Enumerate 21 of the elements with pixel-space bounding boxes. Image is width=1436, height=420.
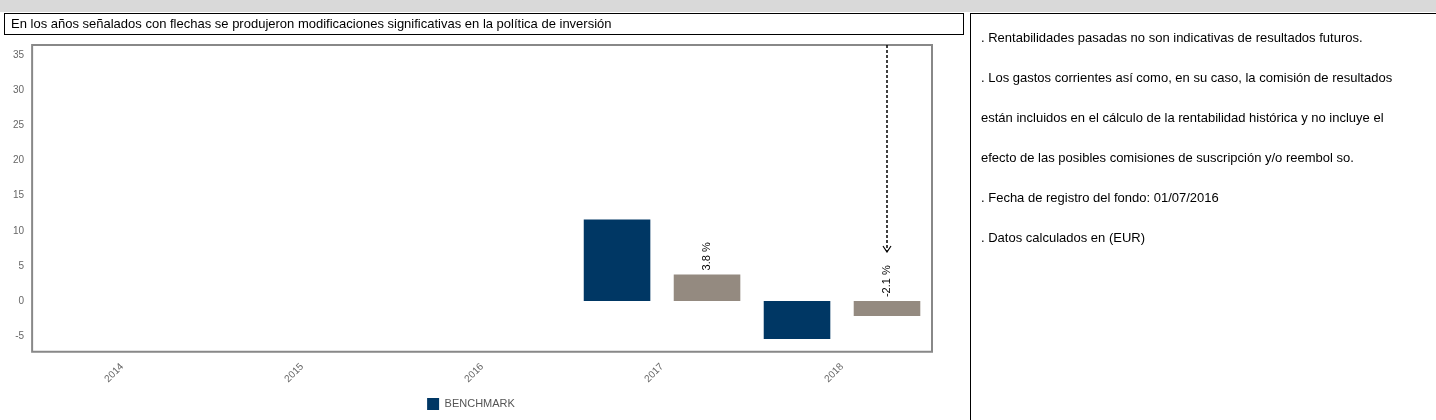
y-tick-label: 35 bbox=[13, 48, 25, 60]
bar bbox=[763, 301, 831, 340]
y-tick-label: 10 bbox=[13, 224, 25, 236]
text: . Los gastos corrientes así como, en su caso, la comisión de resultados están incluidos en el cálculo de la rentabilidad histórica y no incluye el efecto de las posibles comisiones de suscripción y/o reembol so. bbox=[981, 70, 1393, 165]
bar bbox=[583, 219, 651, 302]
y-tick-label: 25 bbox=[13, 118, 25, 130]
text: . Fecha de registro del fondo: 01/07/2016 bbox=[981, 189, 1220, 207]
y-tick-label: 20 bbox=[13, 154, 25, 166]
y-tick-label: 15 bbox=[13, 189, 25, 201]
chart-title: En los años señalados con flechas se produjeron modificaciones significativas en la política de inversión bbox=[4, 13, 964, 35]
data-label: -2.1 % bbox=[880, 265, 893, 298]
text: . Datos calculados en (EUR) bbox=[981, 229, 1146, 247]
y-tick-label: -5 bbox=[15, 330, 25, 342]
y-tick-label: 0 bbox=[18, 294, 25, 306]
text: . Rentabilidades pasadas no son indicativas de resultados futuros. bbox=[981, 29, 1364, 47]
bar bbox=[673, 274, 741, 302]
y-tick-label: 30 bbox=[13, 83, 25, 95]
y-tick-label: 5 bbox=[18, 259, 25, 271]
legend-label: BENCHMARK bbox=[444, 397, 516, 410]
data-label: 3.8 % bbox=[700, 242, 713, 271]
bar bbox=[853, 301, 921, 316]
